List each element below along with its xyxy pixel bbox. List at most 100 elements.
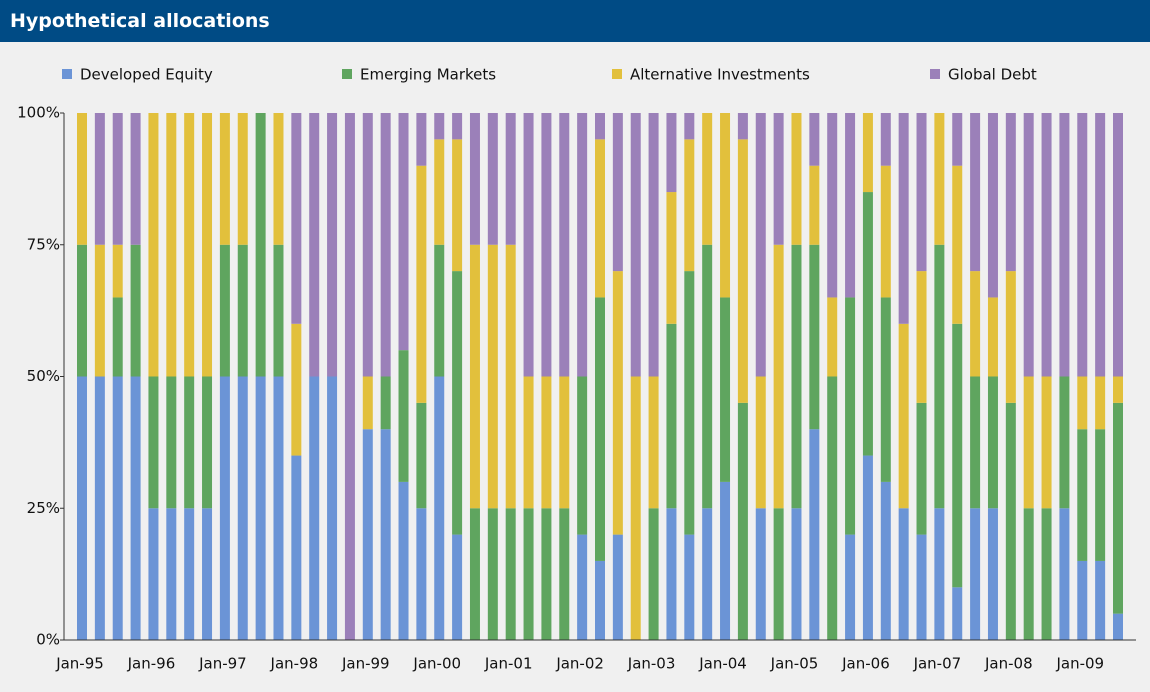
bar-segment	[666, 508, 677, 640]
bar-segment	[666, 113, 677, 193]
x-tick-label: Jan-03	[627, 655, 676, 673]
y-tick-label: 0%	[36, 631, 60, 649]
x-tick-label: Jan-96	[127, 655, 176, 673]
bar-segment	[1023, 113, 1034, 377]
bar-segment	[970, 113, 981, 272]
bar-segment	[809, 165, 820, 245]
bar-segment	[148, 376, 159, 509]
bar-segment	[380, 376, 391, 430]
bar-segment	[952, 165, 963, 324]
bar-segment	[1059, 376, 1070, 509]
bar-segment	[487, 113, 498, 245]
bar-segment	[595, 560, 605, 640]
x-tick-label: Jan-08	[984, 655, 1033, 673]
header: Hypothetical allocations	[0, 0, 1150, 42]
bar-segment	[987, 376, 998, 509]
bar-segment	[380, 113, 391, 377]
bar-segment	[398, 350, 409, 482]
bar-segment	[380, 429, 391, 640]
x-tick-label: Jan-06	[841, 655, 890, 673]
bar-segment	[898, 508, 909, 640]
bar-segment	[94, 376, 105, 640]
bar-segment	[595, 113, 605, 140]
bar-segment	[166, 113, 177, 377]
bar-segment	[112, 376, 123, 640]
bar-segment	[1005, 271, 1016, 403]
bar-segment	[880, 113, 891, 166]
bar-segment	[612, 113, 623, 272]
bar-segment	[1077, 429, 1088, 561]
bar-segment	[1005, 402, 1016, 640]
bar-segment	[827, 297, 838, 377]
bar-segment	[148, 113, 159, 377]
bar-segment	[684, 139, 695, 272]
bar-segment	[1095, 429, 1106, 561]
bar-segment	[720, 113, 731, 298]
bar-segment	[791, 244, 802, 509]
bar-segment	[755, 508, 766, 640]
y-tick-label: 100%	[17, 104, 60, 122]
bar-segment	[94, 244, 105, 377]
bar-segment	[702, 244, 713, 509]
bar-segment	[827, 376, 838, 640]
bar-segment	[469, 508, 480, 640]
bar-segment	[845, 297, 856, 535]
bar-segment	[809, 429, 820, 640]
bar-segment	[970, 508, 981, 640]
bar-segment	[845, 534, 856, 640]
bar-segment	[702, 508, 713, 640]
bar-segment	[434, 139, 445, 245]
bar-segment	[362, 429, 373, 640]
bar-segment	[737, 402, 748, 640]
bar-segment	[434, 113, 445, 140]
bar-segment	[880, 481, 891, 640]
x-tick-label: Jan-09	[1055, 655, 1104, 673]
bar-segment	[291, 323, 302, 456]
bar-segment	[1023, 508, 1034, 640]
bar-segment	[398, 481, 409, 640]
bar-segment	[77, 113, 87, 245]
bar-segment	[773, 113, 784, 245]
bar-segment	[612, 534, 623, 640]
bar-segment	[559, 113, 570, 377]
x-tick-label: Jan-05	[770, 655, 819, 673]
bar-segment	[934, 508, 945, 640]
bar-segment	[362, 376, 373, 430]
bar-segment	[809, 113, 820, 166]
bar-segment	[469, 244, 480, 509]
bar-segment	[1113, 613, 1123, 640]
legend-swatch	[612, 69, 622, 79]
bar-segment	[434, 244, 445, 377]
bar-segment	[184, 508, 195, 640]
bar-segment	[720, 297, 731, 482]
bar-segment	[327, 113, 338, 377]
bar-segment	[987, 297, 998, 377]
bar-segment	[577, 534, 588, 640]
bar-segment	[452, 271, 463, 535]
y-tick-label: 25%	[27, 499, 60, 517]
bar-segment	[541, 113, 552, 377]
legend-label: Developed Equity	[80, 66, 213, 84]
bar-segment	[862, 113, 873, 193]
bar-segment	[916, 402, 927, 535]
bar-segment	[434, 376, 445, 640]
bar-segment	[1113, 113, 1123, 377]
bar-segment	[648, 508, 659, 640]
bar-segment	[684, 113, 695, 140]
bar-segment	[934, 113, 945, 245]
bar-segment	[648, 376, 659, 509]
legend-label: Alternative Investments	[630, 66, 810, 84]
bar-segment	[219, 244, 230, 377]
bar-segment	[755, 113, 766, 377]
bar-segment	[1095, 560, 1106, 640]
bar-segment	[898, 323, 909, 509]
bar-segment	[273, 244, 284, 377]
bar-segment	[1113, 376, 1123, 403]
bar-segment	[1023, 376, 1034, 509]
bar-segment	[898, 113, 909, 324]
bar-segment	[452, 113, 463, 140]
bar-segment	[541, 376, 552, 509]
bar-segment	[148, 508, 159, 640]
bar-segment	[987, 508, 998, 640]
